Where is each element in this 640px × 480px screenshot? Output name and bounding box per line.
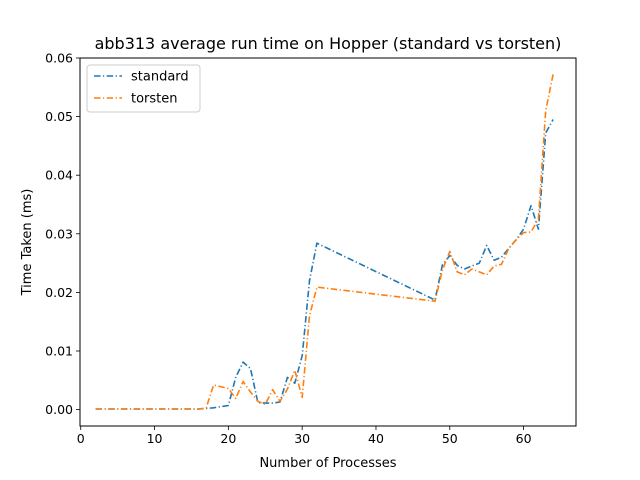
legend-label-standard: standard: [131, 70, 189, 85]
x-tick-label: 60: [516, 431, 532, 446]
y-tick-label: 0.01: [45, 343, 73, 358]
y-tick-label: 0.02: [45, 285, 73, 300]
x-tick-label: 10: [147, 431, 163, 446]
series-line-torsten: [95, 74, 554, 410]
y-axis: 0.00 0.01 0.02 0.03 0.04 0.05 0.06: [45, 51, 80, 417]
plot-lines: [95, 74, 554, 410]
x-tick-label: 30: [294, 431, 310, 446]
y-axis-label: Time Taken (ms): [20, 189, 35, 297]
x-axis-label: Number of Processes: [259, 456, 396, 471]
y-tick-label: 0.06: [45, 51, 73, 66]
y-tick-label: 0.03: [45, 226, 73, 241]
y-tick-label: 0.05: [45, 109, 73, 124]
x-tick-label: 40: [368, 431, 384, 446]
x-tick-label: 50: [442, 431, 458, 446]
legend: standard torsten: [86, 64, 201, 113]
x-axis: 0 10 20 30 40 50 60: [77, 426, 532, 446]
x-tick-label: 20: [220, 431, 236, 446]
y-tick-label: 0.04: [45, 168, 73, 183]
plot-frame: [79, 57, 577, 427]
y-tick-label: 0.00: [45, 402, 73, 417]
series-line-standard: [95, 119, 554, 410]
legend-label-torsten: torsten: [131, 92, 178, 107]
chart-title: abb313 average run time on Hopper (stand…: [95, 34, 562, 53]
legend-box: [86, 64, 201, 113]
x-tick-label: 0: [77, 431, 85, 446]
